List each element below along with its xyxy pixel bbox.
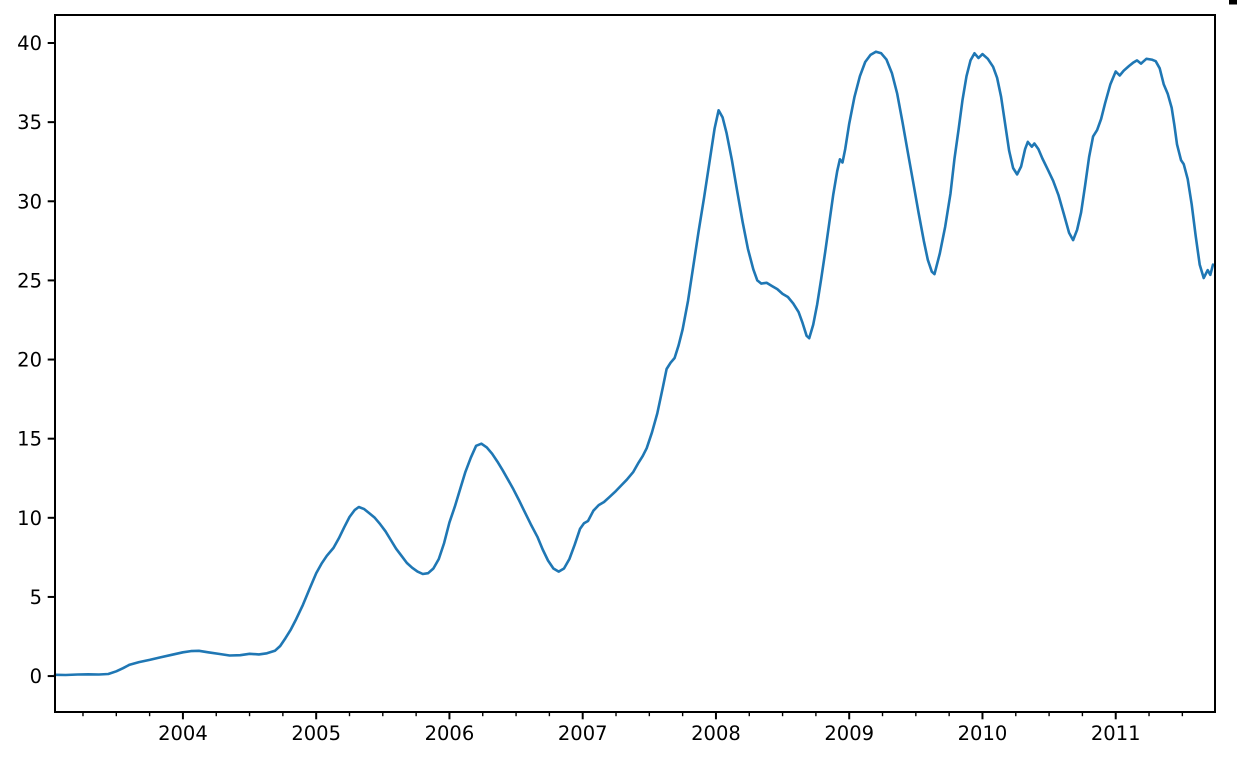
corner-artifact [1229,0,1237,5]
tick-label-2010: 2010 [958,722,1008,745]
tick-label-2009: 2009 [824,722,874,745]
tick-label-35: 35 [17,111,42,134]
tick-label-2005: 2005 [291,722,341,745]
tick-label-30: 30 [17,190,42,213]
x-axis-major-ticks [181,712,1117,720]
tick-label-15: 15 [17,428,42,451]
x-axis-tick-labels: 2004 2005 2006 2007 2008 2009 2010 2011 [158,722,1140,745]
tick-label-0: 0 [30,665,42,688]
tick-label-2006: 2006 [425,722,475,745]
tick-label-40: 40 [17,32,42,55]
tick-label-2007: 2007 [558,722,608,745]
tick-label-20: 20 [17,349,42,372]
data-series-line [53,50,1215,677]
axes-spines [54,14,1216,713]
tick-label-2004: 2004 [158,722,208,745]
tick-label-5: 5 [30,586,42,609]
tick-label-25: 25 [17,269,42,292]
y-axis-ticks [47,42,55,678]
tick-label-2011: 2011 [1091,722,1141,745]
y-axis-tick-labels: 0 5 10 15 20 25 30 35 40 [17,32,42,688]
tick-label-10: 10 [17,507,42,530]
tick-label-2008: 2008 [691,722,741,745]
